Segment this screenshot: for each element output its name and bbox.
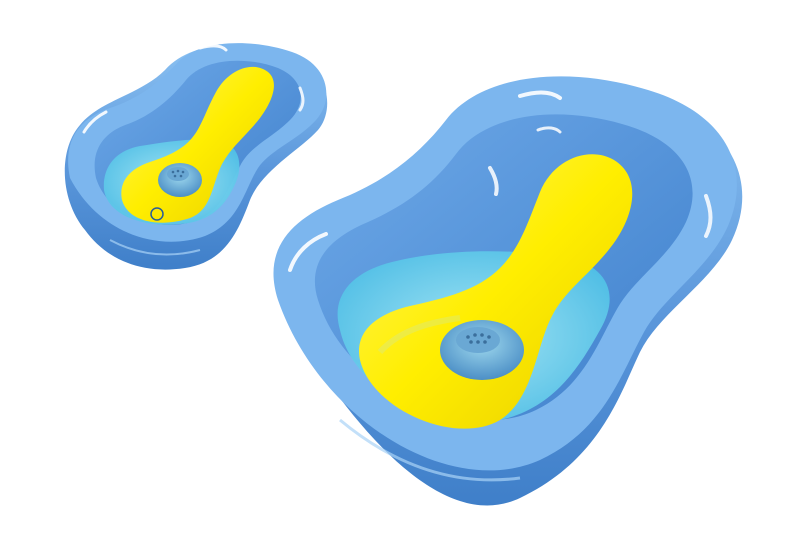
large-tub-seat <box>359 154 633 429</box>
large-bathtub <box>273 76 743 506</box>
small-tub-logo <box>150 207 164 221</box>
small-bathtub <box>64 43 328 270</box>
